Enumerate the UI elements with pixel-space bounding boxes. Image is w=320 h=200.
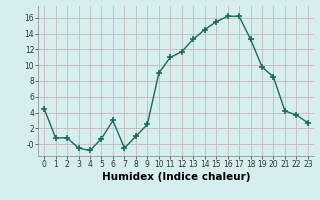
X-axis label: Humidex (Indice chaleur): Humidex (Indice chaleur)	[102, 172, 250, 182]
